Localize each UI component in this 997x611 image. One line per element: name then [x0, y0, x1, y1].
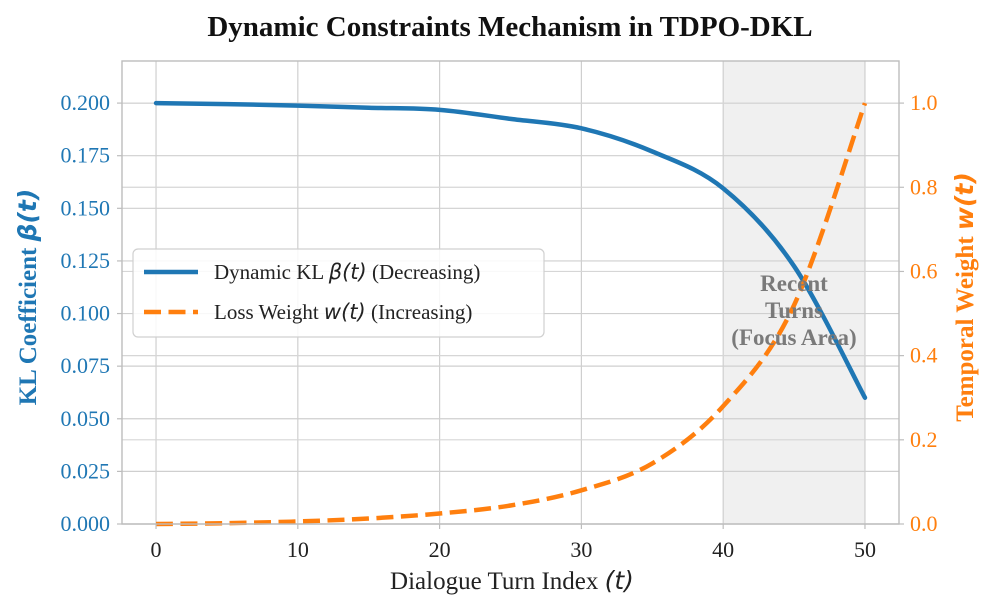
left-axis-label: KL Coefficient β(t): [13, 189, 42, 406]
legend-label-loss-weight: Loss Weight w(t) (Increasing): [214, 300, 472, 324]
x-tick-label: 30: [570, 537, 592, 562]
focus-area-label-line-3: (Focus Area): [731, 325, 856, 350]
left-tick-label: 0.000: [61, 511, 111, 536]
x-axis-label: Dialogue Turn Index (t): [390, 566, 634, 595]
legend-label-suffix: (Decreasing): [367, 260, 481, 284]
legend-label-suffix: (Increasing): [366, 300, 473, 324]
left-axis-label-text: KL Coefficient: [15, 241, 42, 405]
x-tick-label: 40: [712, 537, 734, 562]
left-tick-label: 0.150: [61, 195, 111, 220]
legend-box: [132, 248, 545, 338]
right-axis-label-symbol: w(t): [950, 172, 979, 230]
left-tick-label: 0.050: [61, 406, 111, 431]
right-tick-label: 0.8: [910, 174, 938, 199]
legend-label-dynamic-kl: Dynamic KL β(t) (Decreasing): [214, 260, 480, 284]
x-tick-label: 20: [429, 537, 451, 562]
right-tick-label: 1.0: [910, 90, 938, 115]
left-tick-label: 0.075: [61, 353, 111, 378]
left-axis-label-symbol: β(t): [13, 189, 42, 243]
dynamic-kl-series-line: [153, 100, 868, 400]
right-tick-label: 0.0: [910, 511, 938, 536]
chart-title: Dynamic Constraints Mechanism in TDPO-DK…: [207, 11, 812, 43]
right-axis-label: Temporal Weight w(t): [950, 172, 979, 422]
legend-label-prefix: Loss Weight: [214, 300, 324, 324]
x-axis-label-text: Dialogue Turn Index: [390, 568, 605, 595]
focus-area-shading: [723, 61, 865, 524]
plot-frame: [121, 60, 900, 525]
right-axis-label-text: Temporal Weight: [952, 230, 979, 422]
left-tick-label: 0.200: [61, 90, 111, 115]
right-tick-label: 0.6: [910, 258, 938, 283]
legend-label-prefix: Dynamic KL: [214, 260, 329, 284]
x-tick-label: 0: [151, 537, 162, 562]
right-tick-label: 0.4: [910, 343, 938, 368]
left-tick-label: 0.125: [61, 248, 111, 273]
x-tick-label: 50: [854, 537, 876, 562]
legend-label-symbol: w(t): [324, 300, 366, 324]
legend-label-symbol: β(t): [328, 260, 367, 284]
focus-area-label-line-1: Recent: [760, 271, 828, 296]
focus-area-annotation: Recent Turns (Focus Area): [731, 271, 856, 350]
loss-weight-series-line: [156, 102, 868, 527]
left-tick-label: 0.025: [61, 458, 111, 483]
x-tick-label: 10: [287, 537, 309, 562]
x-axis-label-symbol: (t): [605, 566, 634, 595]
left-tick-label: 0.100: [61, 301, 111, 326]
right-tick-label: 0.2: [910, 427, 938, 452]
focus-area-label-line-2: Turns: [765, 298, 823, 323]
left-tick-label: 0.175: [61, 143, 111, 168]
